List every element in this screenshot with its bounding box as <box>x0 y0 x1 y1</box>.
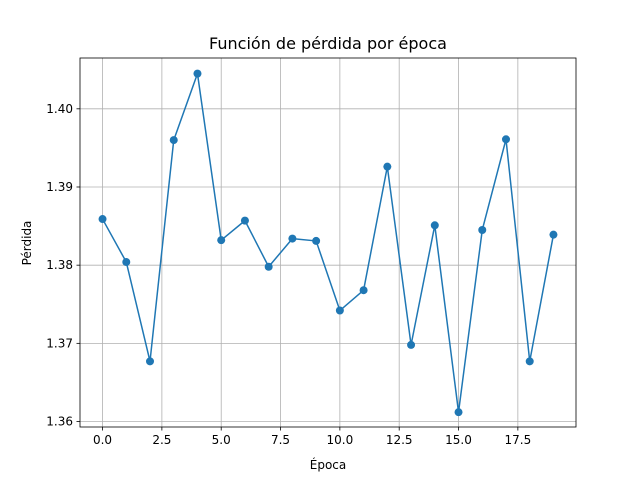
loss-data-point <box>383 162 392 171</box>
loss-data-point <box>501 135 510 144</box>
loss-data-point <box>454 408 463 417</box>
y-tick-label: 1.39 <box>46 180 73 194</box>
x-tick-label: 2.5 <box>152 433 171 447</box>
series-layer <box>98 69 558 417</box>
y-tick-label: 1.37 <box>46 336 73 350</box>
x-tick-label: 7.5 <box>271 433 290 447</box>
ticks: 0.0 2.5 5.0 7.5 10.0 12.5 15.0 17.5 1.36 1.37 1.38… <box>46 102 531 447</box>
x-tick-label: 0.0 <box>93 433 112 447</box>
loss-data-point <box>193 69 202 78</box>
loss-data-point <box>122 258 131 267</box>
y-tick-label: 1.38 <box>46 258 73 272</box>
chart-title: Función de pérdida por época <box>209 34 447 53</box>
plot-area-background <box>80 58 576 427</box>
loss-data-point <box>525 357 534 366</box>
loss-data-point <box>312 236 321 245</box>
loss-series-line <box>101 72 555 413</box>
loss-data-point <box>146 357 155 366</box>
x-tick-label: 12.5 <box>386 433 413 447</box>
loss-data-point <box>240 216 249 225</box>
x-tick-label: 5.0 <box>212 433 231 447</box>
plot-area-frame <box>79 57 577 428</box>
loss-data-point <box>335 306 344 315</box>
y-tick-label: 1.36 <box>46 415 73 429</box>
x-tick-label: 15.0 <box>445 433 472 447</box>
loss-data-point <box>217 236 226 245</box>
loss-data-point <box>359 286 368 295</box>
loss-data-point <box>169 136 178 145</box>
loss-data-point <box>407 340 416 349</box>
x-tick-label: 10.0 <box>327 433 354 447</box>
loss-data-point <box>264 262 273 271</box>
loss-data-point <box>430 221 439 230</box>
x-tick-label: 17.5 <box>504 433 531 447</box>
loss-data-point <box>288 234 297 243</box>
y-tick-label: 1.40 <box>46 102 73 116</box>
y-axis-label: Pérdida <box>20 221 34 266</box>
loss-data-point <box>98 215 107 224</box>
x-axis-label: Época <box>310 457 347 472</box>
loss-data-point <box>478 225 487 234</box>
loss-data-point <box>549 230 558 239</box>
